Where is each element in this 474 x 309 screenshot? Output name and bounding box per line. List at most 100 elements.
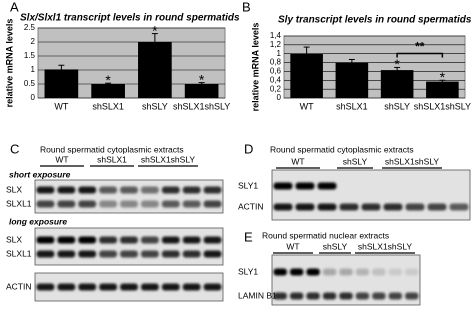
group-label: shSLX1shSLY <box>141 154 196 164</box>
band <box>161 250 180 258</box>
group-label: shSLY <box>323 241 348 251</box>
band <box>57 283 76 291</box>
band <box>449 203 469 211</box>
band-label: SLY1 <box>238 180 258 190</box>
band <box>78 250 97 258</box>
y-tick-label: 2 <box>31 37 36 46</box>
band <box>383 203 403 211</box>
band-label: SLX <box>6 234 22 244</box>
band <box>355 268 370 276</box>
band <box>57 200 76 208</box>
band <box>182 283 201 291</box>
chart-title: Slx/Slxl1 transcript levels in round spe… <box>20 13 240 24</box>
band <box>140 250 159 258</box>
band <box>405 292 419 300</box>
band <box>203 250 222 258</box>
group-label: shSLY <box>343 156 368 166</box>
x-tick-label: WT <box>54 101 68 111</box>
x-tick-label: shSLY <box>142 101 168 111</box>
group-label: shSLX1 <box>97 154 127 164</box>
y-tick-label: 1,4 <box>270 31 282 40</box>
band <box>388 292 403 300</box>
band <box>36 236 55 244</box>
panel-label: C <box>10 141 19 156</box>
band <box>289 268 304 276</box>
band <box>372 268 386 276</box>
panel-label: B <box>242 0 251 14</box>
band <box>273 203 293 211</box>
y-tick-label: 1,2 <box>270 40 282 49</box>
band <box>273 268 287 276</box>
y-tick-label: 1 <box>277 49 282 58</box>
significance: * <box>152 22 158 38</box>
x-tick-label: shSLX1shSLY <box>173 101 230 111</box>
band <box>289 292 304 300</box>
x-tick-label: shSLX1shSLY <box>414 101 471 111</box>
band <box>339 292 353 300</box>
y-axis-label: relative mRNA levels <box>250 23 260 112</box>
band <box>57 236 76 244</box>
band <box>322 268 337 276</box>
bar <box>184 84 219 98</box>
band <box>78 186 97 194</box>
band <box>405 268 419 276</box>
band <box>427 203 447 211</box>
x-tick-label: shSLY <box>384 101 410 111</box>
band <box>306 292 320 300</box>
band <box>78 283 97 291</box>
y-tick-label: 1.5 <box>24 51 36 60</box>
x-tick-label: shSLX1 <box>336 101 368 111</box>
band <box>355 292 370 300</box>
exposure-note: short exposure <box>9 169 71 179</box>
band <box>99 236 118 244</box>
chart-title: Sly transcript levels in round spermatid… <box>278 15 472 26</box>
band <box>161 236 180 244</box>
band <box>361 203 381 211</box>
blot-membrane <box>271 169 471 221</box>
x-tick-label: shSLX1 <box>92 101 124 111</box>
group-label: shSLX1shSLY <box>385 156 440 166</box>
group-label: WT <box>286 241 299 251</box>
band-label: ACTIN <box>238 201 264 211</box>
band <box>140 200 159 208</box>
bar <box>44 69 79 98</box>
bar <box>91 84 125 98</box>
blot-title: Round spermatid nuclear extracts <box>262 230 389 240</box>
bracket <box>396 52 444 58</box>
panel-label: D <box>244 141 253 156</box>
band <box>273 182 293 190</box>
y-tick-label: 0 <box>31 93 36 102</box>
band <box>322 292 337 300</box>
x-tick-label: WT <box>300 101 314 111</box>
band <box>36 186 55 194</box>
group-label: WT <box>55 154 68 164</box>
band <box>182 250 201 258</box>
band <box>182 186 201 194</box>
band <box>273 292 287 300</box>
band <box>388 268 403 276</box>
y-tick-label: 1 <box>31 65 36 74</box>
band <box>36 200 55 208</box>
panel-label: E <box>244 229 253 244</box>
band <box>182 236 201 244</box>
band <box>372 292 386 300</box>
band <box>203 283 222 291</box>
band <box>36 250 55 258</box>
bar <box>380 70 414 98</box>
band <box>203 236 222 244</box>
y-tick-label: 0 <box>277 93 282 102</box>
band <box>78 200 97 208</box>
band <box>120 236 138 244</box>
band <box>140 186 159 194</box>
band <box>295 203 315 211</box>
y-tick-label: 0,6 <box>270 67 282 76</box>
blot-membrane <box>34 227 224 266</box>
band <box>339 203 359 211</box>
band-label: SLXL1 <box>6 248 32 258</box>
band <box>57 250 76 258</box>
band-label: LAMIN B1 <box>238 290 277 300</box>
y-tick-label: 2.5 <box>24 23 36 32</box>
band <box>120 250 138 258</box>
band <box>161 283 180 291</box>
band <box>161 186 180 194</box>
